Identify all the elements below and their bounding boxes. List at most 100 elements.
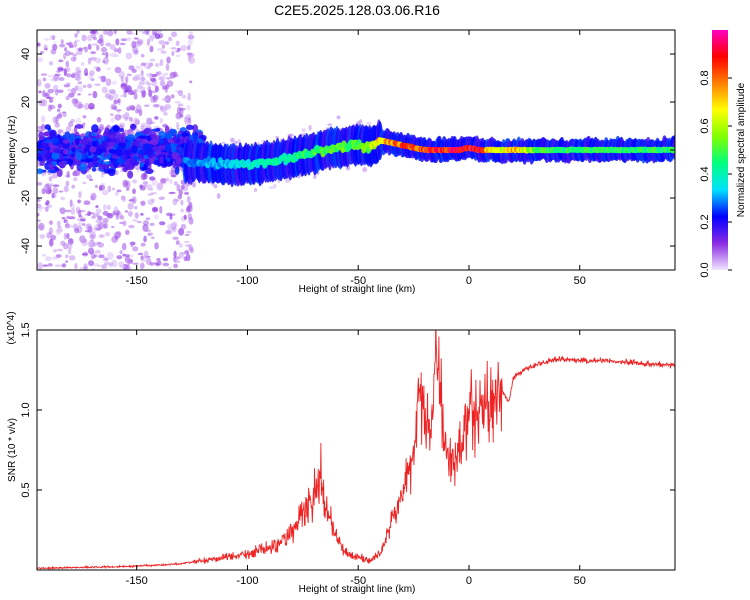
spectrogram-noise-mark [76,210,83,214]
spectrogram-noise-mark [158,40,166,45]
spectrogram-noise-mark [173,256,181,260]
spectrogram-noise-mark [45,206,49,212]
spectrogram-noise-mark [103,261,110,266]
spectrogram-noise-mark [53,41,57,44]
spectrogram-noise-mark [45,256,52,262]
spectrogram-noise-mark [82,115,87,119]
spectrogram-noise-mark [114,66,122,74]
colorbar-label: Normalized spectral amplitude [736,82,747,217]
spectrogram-noise-mark [171,222,177,228]
spectrogram-band-mark [85,158,94,163]
spectrogram-noise-mark [116,231,122,236]
spectrogram-noise-mark [85,223,92,231]
spectrogram-band-mark [51,151,60,160]
spectrogram-noise-mark [117,47,122,54]
spectrogram-noise-mark [146,117,153,126]
spectrogram-noise-mark [164,88,169,94]
snr-x-tick-label: -150 [126,575,148,587]
spectrogram-noise-mark [176,54,181,58]
spectrogram-noise-mark [179,107,184,115]
spectrogram-noise-mark [136,169,141,173]
spectrogram-noise-mark [73,54,77,62]
spectrogram-noise-mark [37,129,43,132]
spectrogram-noise-mark [120,82,128,89]
spectrogram-noise-mark [155,30,162,34]
spectrogram-noise-mark [41,99,47,107]
spectrogram-noise-mark [114,191,119,196]
spectrogram-band-mark [57,143,63,149]
spectrogram-noise-mark [130,241,134,248]
spectrogram-noise-mark [84,230,89,233]
spectrogram-noise-mark [154,214,159,220]
snr-frame [36,329,676,571]
spectrogram-band-mark [44,139,53,143]
spectrogram-noise-mark [66,82,71,86]
spectrogram-band-mark [104,127,110,137]
spectrogram-band-mark [74,124,84,129]
spectrogram-noise-mark [109,44,116,51]
spectrogram-noise-mark [148,89,153,98]
spectrogram-noise-mark [89,70,95,76]
spectrogram-band-mark [118,142,127,148]
spectrogram-noise-mark [101,86,108,94]
spectrogram-noise-mark [140,54,145,58]
spectrogram-noise-mark [121,198,127,203]
spectrogram-halo-mark [300,133,307,137]
spectrogram-noise-mark [173,263,178,269]
spectrogram-noise-mark [40,206,47,209]
spectrogram-noise-mark [44,91,49,97]
spectrogram-noise-mark [92,90,98,99]
spectrogram-noise-mark [146,184,153,190]
spectrogram-noise-mark [169,169,176,176]
spectrogram-noise-mark [171,225,177,233]
spectrogram-noise-mark [126,180,131,189]
spectrogram-noise-mark [175,73,179,78]
spectrogram-noise-mark [126,73,132,77]
spectrogram-noise-mark [189,246,194,254]
spectrogram-noise-mark [167,36,173,42]
spectrogram-noise-mark [52,43,58,51]
spectrogram-noise-mark [131,196,137,204]
spectrogram-noise-mark [102,210,109,216]
spectrogram-noise-mark [127,211,133,217]
spectrogram-band-mark [67,158,74,165]
colorbar-ticks: 0.0 0.2 0.4 0.6 0.8 [699,70,732,278]
spectrogram-noise-mark [165,77,172,80]
spectrogram-noise-mark [161,98,169,101]
spectrogram-noise-mark [170,94,175,99]
spectrogram-noise-mark [77,93,81,96]
spectrogram-noise-mark [52,84,59,93]
spectrogram-noise-mark [38,90,42,94]
spectrogram-band-mark [64,131,71,140]
spectrogram-noise-mark [122,253,126,257]
spectrogram-noise-mark [111,187,116,191]
spectrogram-noise-mark [71,184,75,189]
spectrogram-noise-mark [156,182,164,191]
spectrogram-noise-mark [94,57,101,64]
spectrogram-noise-mark [150,121,155,124]
spectrogram-noise-mark [95,227,101,231]
spectrogram-noise-mark [174,90,182,93]
spectrogram-band-mark [124,163,131,170]
spectrogram-noise-mark [147,199,154,205]
spectrogram-noise-mark [154,62,160,67]
spectrogram-noise-mark [151,198,155,203]
spectrogram-band-mark [138,135,148,139]
spectrogram-noise-mark [91,215,97,219]
spectrogram-noise-mark [97,221,105,230]
spectrogram-panel: -150 -100 -50 0 50 -40 -20 0 20 40 Height of str… [7,29,676,295]
spectrogram-noise-mark [134,74,142,79]
spectrogram-noise-mark [71,87,77,95]
spectrogram-noise-mark [122,220,127,227]
spectrogram-noise-mark [90,51,97,55]
spectrogram-noise-mark [154,242,159,250]
spectrogram-noise-mark [134,50,139,54]
spectrogram-noise-mark [63,185,69,193]
spectrogram-noise-mark [70,203,76,210]
spectrogram-band-mark [158,138,164,145]
spectrogram-noise-mark [61,263,67,268]
spectrogram-noise-mark [52,74,60,82]
spectrogram-noise-mark [156,48,164,51]
spectrogram-noise-mark [126,266,133,270]
